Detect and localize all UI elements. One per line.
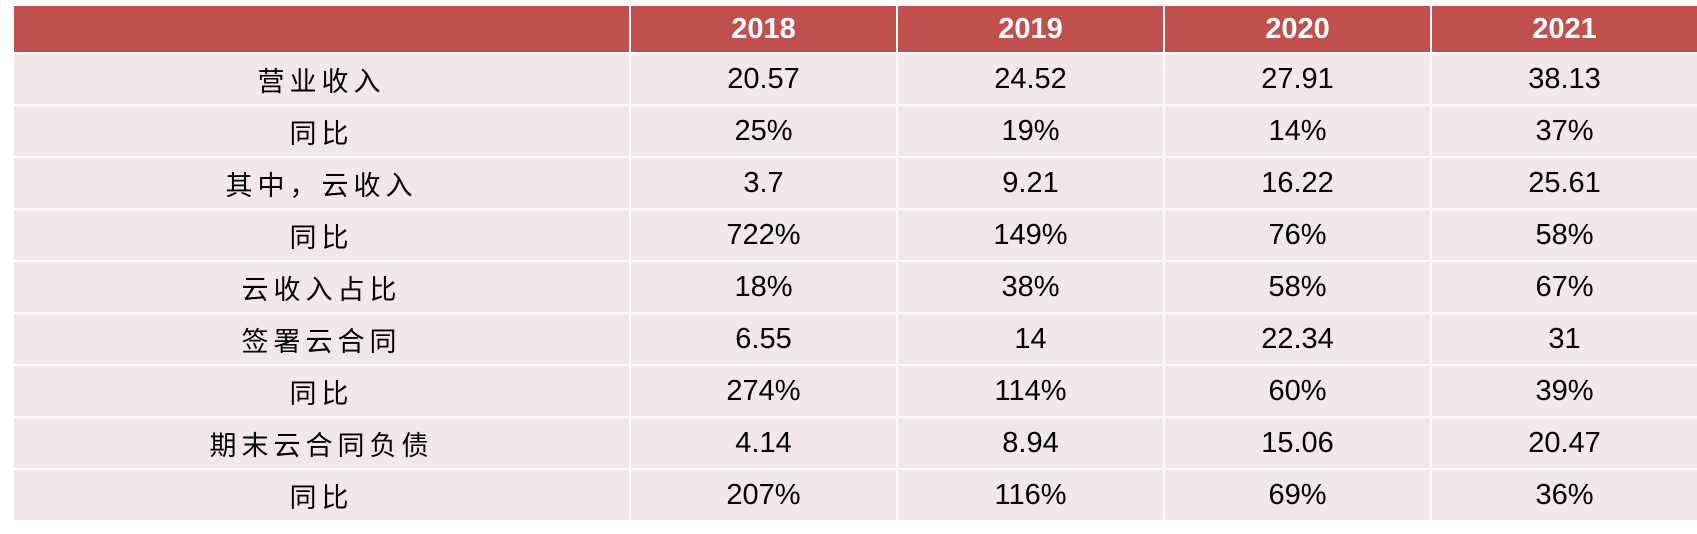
table-cell: 14 <box>898 314 1165 366</box>
table-cell: 6.55 <box>631 314 898 366</box>
row-label: 营业收入 <box>14 54 631 106</box>
table-cell: 58% <box>1432 210 1697 262</box>
table-cell: 4.14 <box>631 418 898 470</box>
table-cell: 76% <box>1165 210 1432 262</box>
table-cell: 25.61 <box>1432 158 1697 210</box>
table-cell: 9.21 <box>898 158 1165 210</box>
financial-table-container: 2018 2019 2020 2021 营业收入 20.57 24.52 27.… <box>14 6 1697 522</box>
table-cell: 722% <box>631 210 898 262</box>
header-cell-year: 2018 <box>631 6 898 54</box>
header-cell-year: 2021 <box>1432 6 1697 54</box>
table-row: 签署云合同 6.55 14 22.34 31 <box>14 314 1697 366</box>
table-cell: 14% <box>1165 106 1432 158</box>
table-cell: 38% <box>898 262 1165 314</box>
table-cell: 18% <box>631 262 898 314</box>
table-row: 同比 274% 114% 60% 39% <box>14 366 1697 418</box>
row-label: 同比 <box>14 106 631 158</box>
table-cell: 37% <box>1432 106 1697 158</box>
header-row: 2018 2019 2020 2021 <box>14 6 1697 54</box>
row-label: 签署云合同 <box>14 314 631 366</box>
table-cell: 69% <box>1165 470 1432 522</box>
table-cell: 25% <box>631 106 898 158</box>
table-cell: 207% <box>631 470 898 522</box>
table-cell: 19% <box>898 106 1165 158</box>
table-body: 营业收入 20.57 24.52 27.91 38.13 同比 25% 19% … <box>14 54 1697 522</box>
table-cell: 58% <box>1165 262 1432 314</box>
row-label: 期末云合同负债 <box>14 418 631 470</box>
row-label: 同比 <box>14 470 631 522</box>
table-cell: 39% <box>1432 366 1697 418</box>
table-header: 2018 2019 2020 2021 <box>14 6 1697 54</box>
table-cell: 116% <box>898 470 1165 522</box>
header-cell-year: 2019 <box>898 6 1165 54</box>
table-cell: 114% <box>898 366 1165 418</box>
table-row: 其中，云收入 3.7 9.21 16.22 25.61 <box>14 158 1697 210</box>
row-label: 其中，云收入 <box>14 158 631 210</box>
table-cell: 27.91 <box>1165 54 1432 106</box>
table-row: 云收入占比 18% 38% 58% 67% <box>14 262 1697 314</box>
header-cell-corner <box>14 6 631 54</box>
table-cell: 15.06 <box>1165 418 1432 470</box>
table-cell: 36% <box>1432 470 1697 522</box>
table-row: 同比 722% 149% 76% 58% <box>14 210 1697 262</box>
table-cell: 31 <box>1432 314 1697 366</box>
row-label: 云收入占比 <box>14 262 631 314</box>
header-cell-year: 2020 <box>1165 6 1432 54</box>
table-cell: 16.22 <box>1165 158 1432 210</box>
row-label: 同比 <box>14 366 631 418</box>
table-cell: 24.52 <box>898 54 1165 106</box>
table-row: 期末云合同负债 4.14 8.94 15.06 20.47 <box>14 418 1697 470</box>
financial-table: 2018 2019 2020 2021 营业收入 20.57 24.52 27.… <box>14 6 1697 522</box>
table-row: 同比 25% 19% 14% 37% <box>14 106 1697 158</box>
table-cell: 274% <box>631 366 898 418</box>
table-cell: 149% <box>898 210 1165 262</box>
row-label: 同比 <box>14 210 631 262</box>
table-cell: 20.57 <box>631 54 898 106</box>
table-cell: 8.94 <box>898 418 1165 470</box>
table-cell: 38.13 <box>1432 54 1697 106</box>
table-row: 营业收入 20.57 24.52 27.91 38.13 <box>14 54 1697 106</box>
table-cell: 20.47 <box>1432 418 1697 470</box>
table-cell: 67% <box>1432 262 1697 314</box>
table-cell: 3.7 <box>631 158 898 210</box>
table-cell: 22.34 <box>1165 314 1432 366</box>
table-cell: 60% <box>1165 366 1432 418</box>
table-row: 同比 207% 116% 69% 36% <box>14 470 1697 522</box>
